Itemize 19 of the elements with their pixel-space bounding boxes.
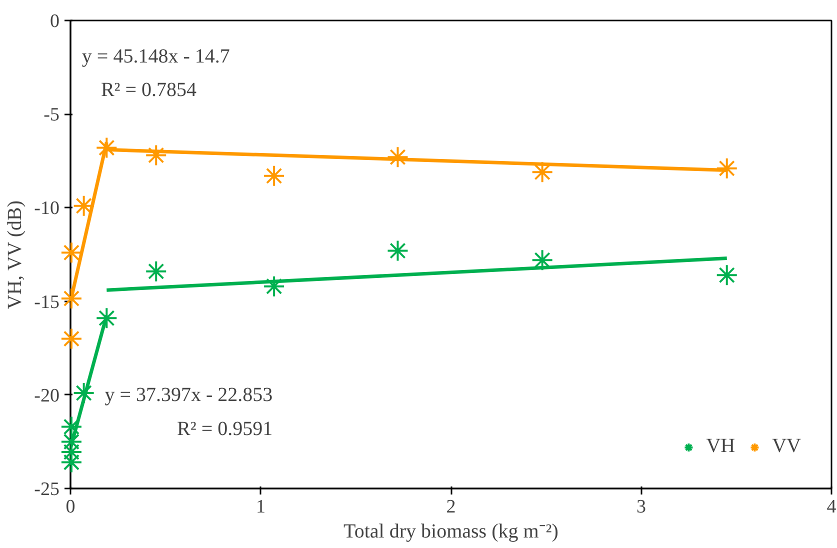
y-tick-label: -10 [34, 198, 60, 220]
x-axis-title: Total dry biomass (kg m⁻²) [344, 520, 558, 542]
x-tick-label: 4 [826, 496, 837, 518]
y-axis-title: VH, VV (dB) [4, 200, 26, 310]
x-tick-label: 3 [636, 496, 646, 518]
x-tick-label: 1 [256, 496, 266, 518]
x-tick-label: 2 [446, 496, 456, 518]
y-tick-label: -20 [34, 385, 60, 406]
annotation: R² = 0.9591 [177, 418, 273, 440]
legend-label: VH [706, 435, 736, 458]
y-tick-label: -25 [34, 479, 60, 500]
annotation: y = 37.397x - 22.853 [104, 384, 273, 406]
x-tick-label: 0 [66, 496, 76, 518]
annotation: R² = 0.7854 [100, 78, 197, 101]
legend-label: VV [772, 435, 801, 458]
annotation: y = 45.148x - 14.7 [82, 45, 230, 68]
y-tick-label: -15 [34, 292, 60, 313]
y-tick-label: 0 [50, 11, 60, 32]
y-tick-label: -5 [44, 104, 60, 126]
